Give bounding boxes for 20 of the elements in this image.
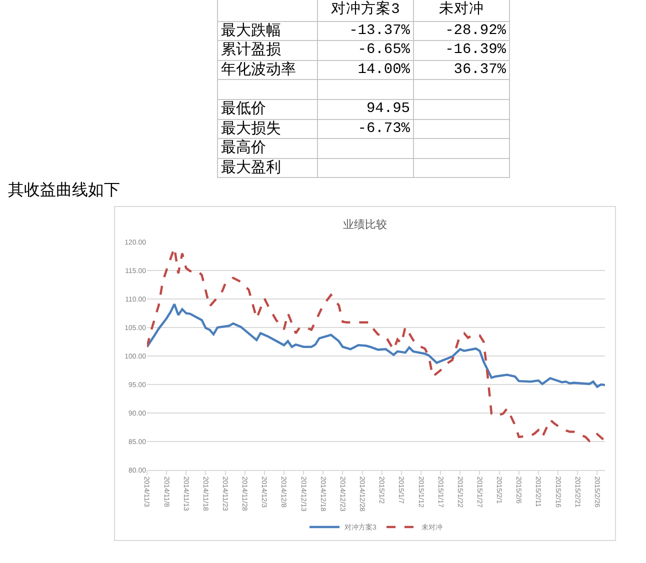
data-label: 94.95 xyxy=(318,99,414,120)
category-label: 年化波动率 xyxy=(218,60,318,80)
data-label: 36.37% xyxy=(414,60,510,80)
text: 未对冲 xyxy=(414,0,510,22)
category-label: 最大跌幅 xyxy=(218,21,318,41)
data-label: -28.92% xyxy=(414,21,510,41)
chart-title: 业绩比较 xyxy=(343,218,387,231)
data-label: -16.39% xyxy=(414,40,510,60)
data-label: -13.37% xyxy=(318,21,414,41)
category-label: 最大盈利 xyxy=(218,158,318,178)
category-label: 最低价 xyxy=(218,99,318,120)
data-label: 14.00% xyxy=(318,60,414,80)
category-label: 最大损失 xyxy=(218,119,318,139)
category-label: 累计盈损 xyxy=(218,40,318,60)
category-label: 最高价 xyxy=(218,138,318,158)
text: 对冲方案3 xyxy=(318,0,414,22)
text: 其收益曲线如下 xyxy=(8,180,120,201)
data-label: -6.73% xyxy=(318,119,414,139)
data-label: -6.65% xyxy=(318,40,414,60)
line-series xyxy=(147,303,605,388)
